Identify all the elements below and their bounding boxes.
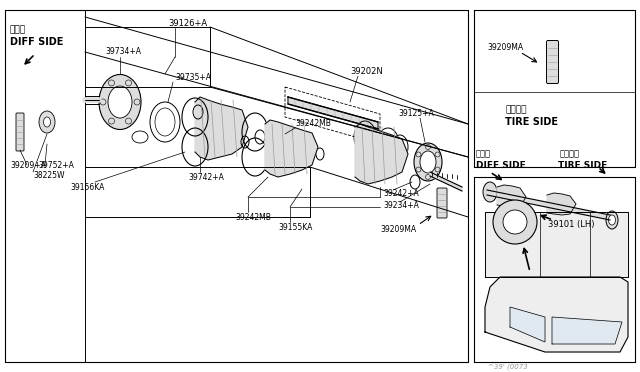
Text: 39752+A: 39752+A: [38, 160, 74, 170]
FancyBboxPatch shape: [16, 113, 24, 151]
Polygon shape: [552, 317, 622, 344]
Ellipse shape: [606, 211, 618, 229]
Ellipse shape: [483, 182, 497, 202]
Text: TIRE SIDE: TIRE SIDE: [505, 117, 558, 127]
Circle shape: [435, 152, 440, 157]
Text: 39202N: 39202N: [350, 67, 383, 77]
Circle shape: [426, 144, 431, 150]
Circle shape: [125, 80, 131, 86]
Polygon shape: [547, 193, 576, 215]
Circle shape: [416, 167, 421, 172]
Polygon shape: [265, 120, 318, 177]
Ellipse shape: [414, 143, 442, 181]
Ellipse shape: [99, 74, 141, 129]
Polygon shape: [288, 97, 378, 129]
Circle shape: [125, 118, 131, 124]
Text: 39209+A: 39209+A: [10, 160, 46, 170]
Polygon shape: [485, 277, 628, 352]
Circle shape: [426, 174, 431, 180]
Circle shape: [435, 167, 440, 172]
Text: 39734+A: 39734+A: [105, 48, 141, 57]
Text: 39234+A: 39234+A: [383, 202, 419, 211]
Ellipse shape: [420, 151, 436, 173]
Text: 39126+A: 39126+A: [168, 19, 207, 29]
Text: 39242MB: 39242MB: [295, 119, 331, 128]
Polygon shape: [355, 124, 408, 184]
FancyBboxPatch shape: [437, 188, 447, 218]
Text: デフ側: デフ側: [476, 150, 491, 158]
Text: 39735+A: 39735+A: [175, 73, 211, 81]
Text: ^39' (0073: ^39' (0073: [488, 364, 528, 370]
Polygon shape: [497, 185, 526, 208]
Text: タイヤ側: タイヤ側: [560, 150, 580, 158]
Text: 39101 (LH): 39101 (LH): [548, 219, 595, 228]
Circle shape: [109, 80, 115, 86]
Polygon shape: [430, 172, 462, 191]
Text: 39242MB: 39242MB: [235, 212, 271, 221]
Polygon shape: [195, 97, 248, 160]
Polygon shape: [510, 307, 545, 342]
Circle shape: [134, 99, 140, 105]
Circle shape: [493, 200, 537, 244]
Text: 39156KA: 39156KA: [70, 183, 104, 192]
Text: 39155KA: 39155KA: [278, 222, 312, 231]
Ellipse shape: [44, 117, 51, 127]
Text: デフ側: デフ側: [10, 26, 26, 35]
Text: 39242+A: 39242+A: [383, 189, 419, 199]
Circle shape: [416, 152, 421, 157]
Text: 39209MA: 39209MA: [380, 224, 416, 234]
Polygon shape: [485, 212, 628, 277]
Text: DIFF SIDE: DIFF SIDE: [10, 37, 63, 47]
Text: 38225W: 38225W: [33, 171, 65, 180]
Circle shape: [109, 118, 115, 124]
Ellipse shape: [39, 111, 55, 133]
Ellipse shape: [609, 215, 616, 225]
Circle shape: [100, 99, 106, 105]
Text: タイヤ側: タイヤ側: [505, 106, 527, 115]
Text: TIRE SIDE: TIRE SIDE: [558, 160, 607, 170]
Polygon shape: [487, 190, 610, 220]
Text: 39742+A: 39742+A: [188, 173, 224, 182]
Circle shape: [503, 210, 527, 234]
Text: 39125+A: 39125+A: [398, 109, 434, 119]
Text: DIFF SIDE: DIFF SIDE: [476, 160, 525, 170]
Text: 39209MA: 39209MA: [487, 42, 523, 51]
FancyBboxPatch shape: [547, 41, 559, 83]
Ellipse shape: [108, 86, 132, 118]
